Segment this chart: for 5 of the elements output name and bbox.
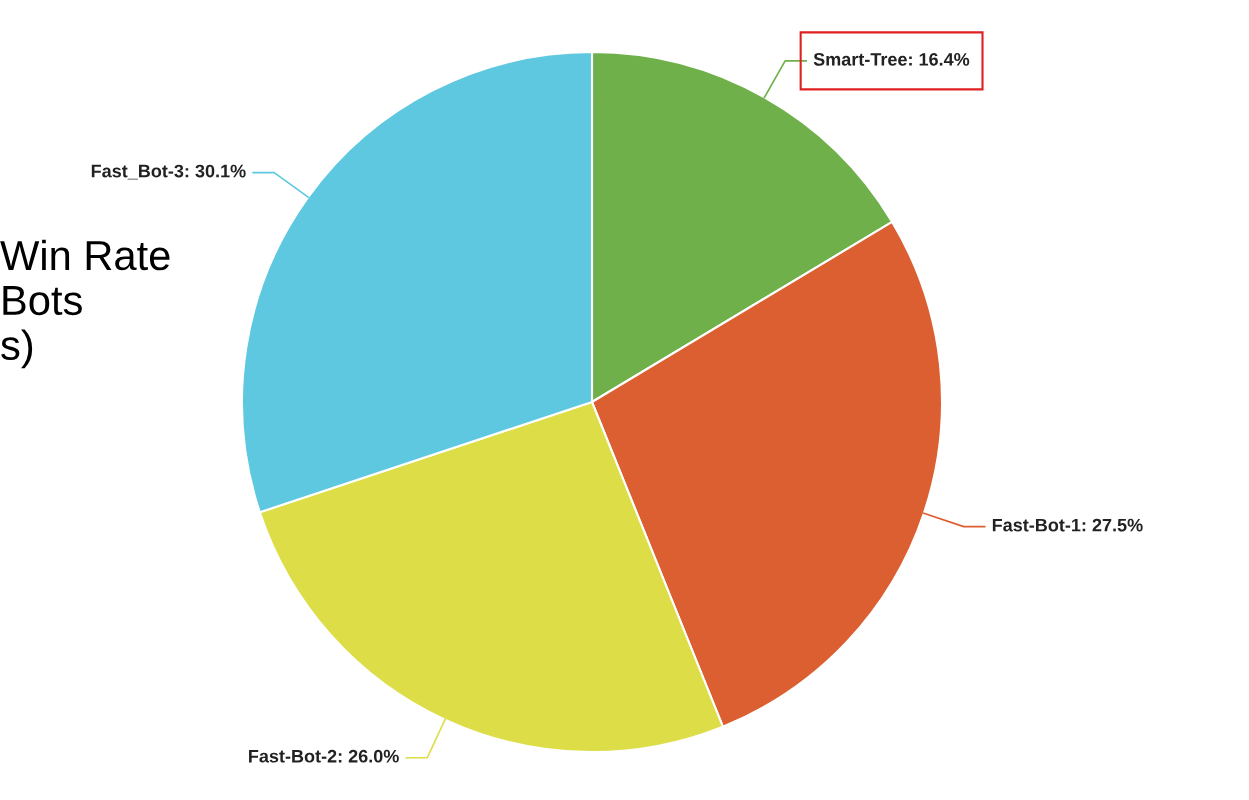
slice-label: Fast_Bot-3: 30.1%	[91, 164, 246, 180]
slice-label: Smart-Tree: 16.4%	[813, 52, 970, 66]
text: Win Rate Bots s)	[0, 239, 170, 369]
slice-label: Fast-Bot-1: 27.5%	[992, 518, 1143, 532]
slice-label: Fast-Bot-2: 26.0%	[249, 749, 399, 763]
